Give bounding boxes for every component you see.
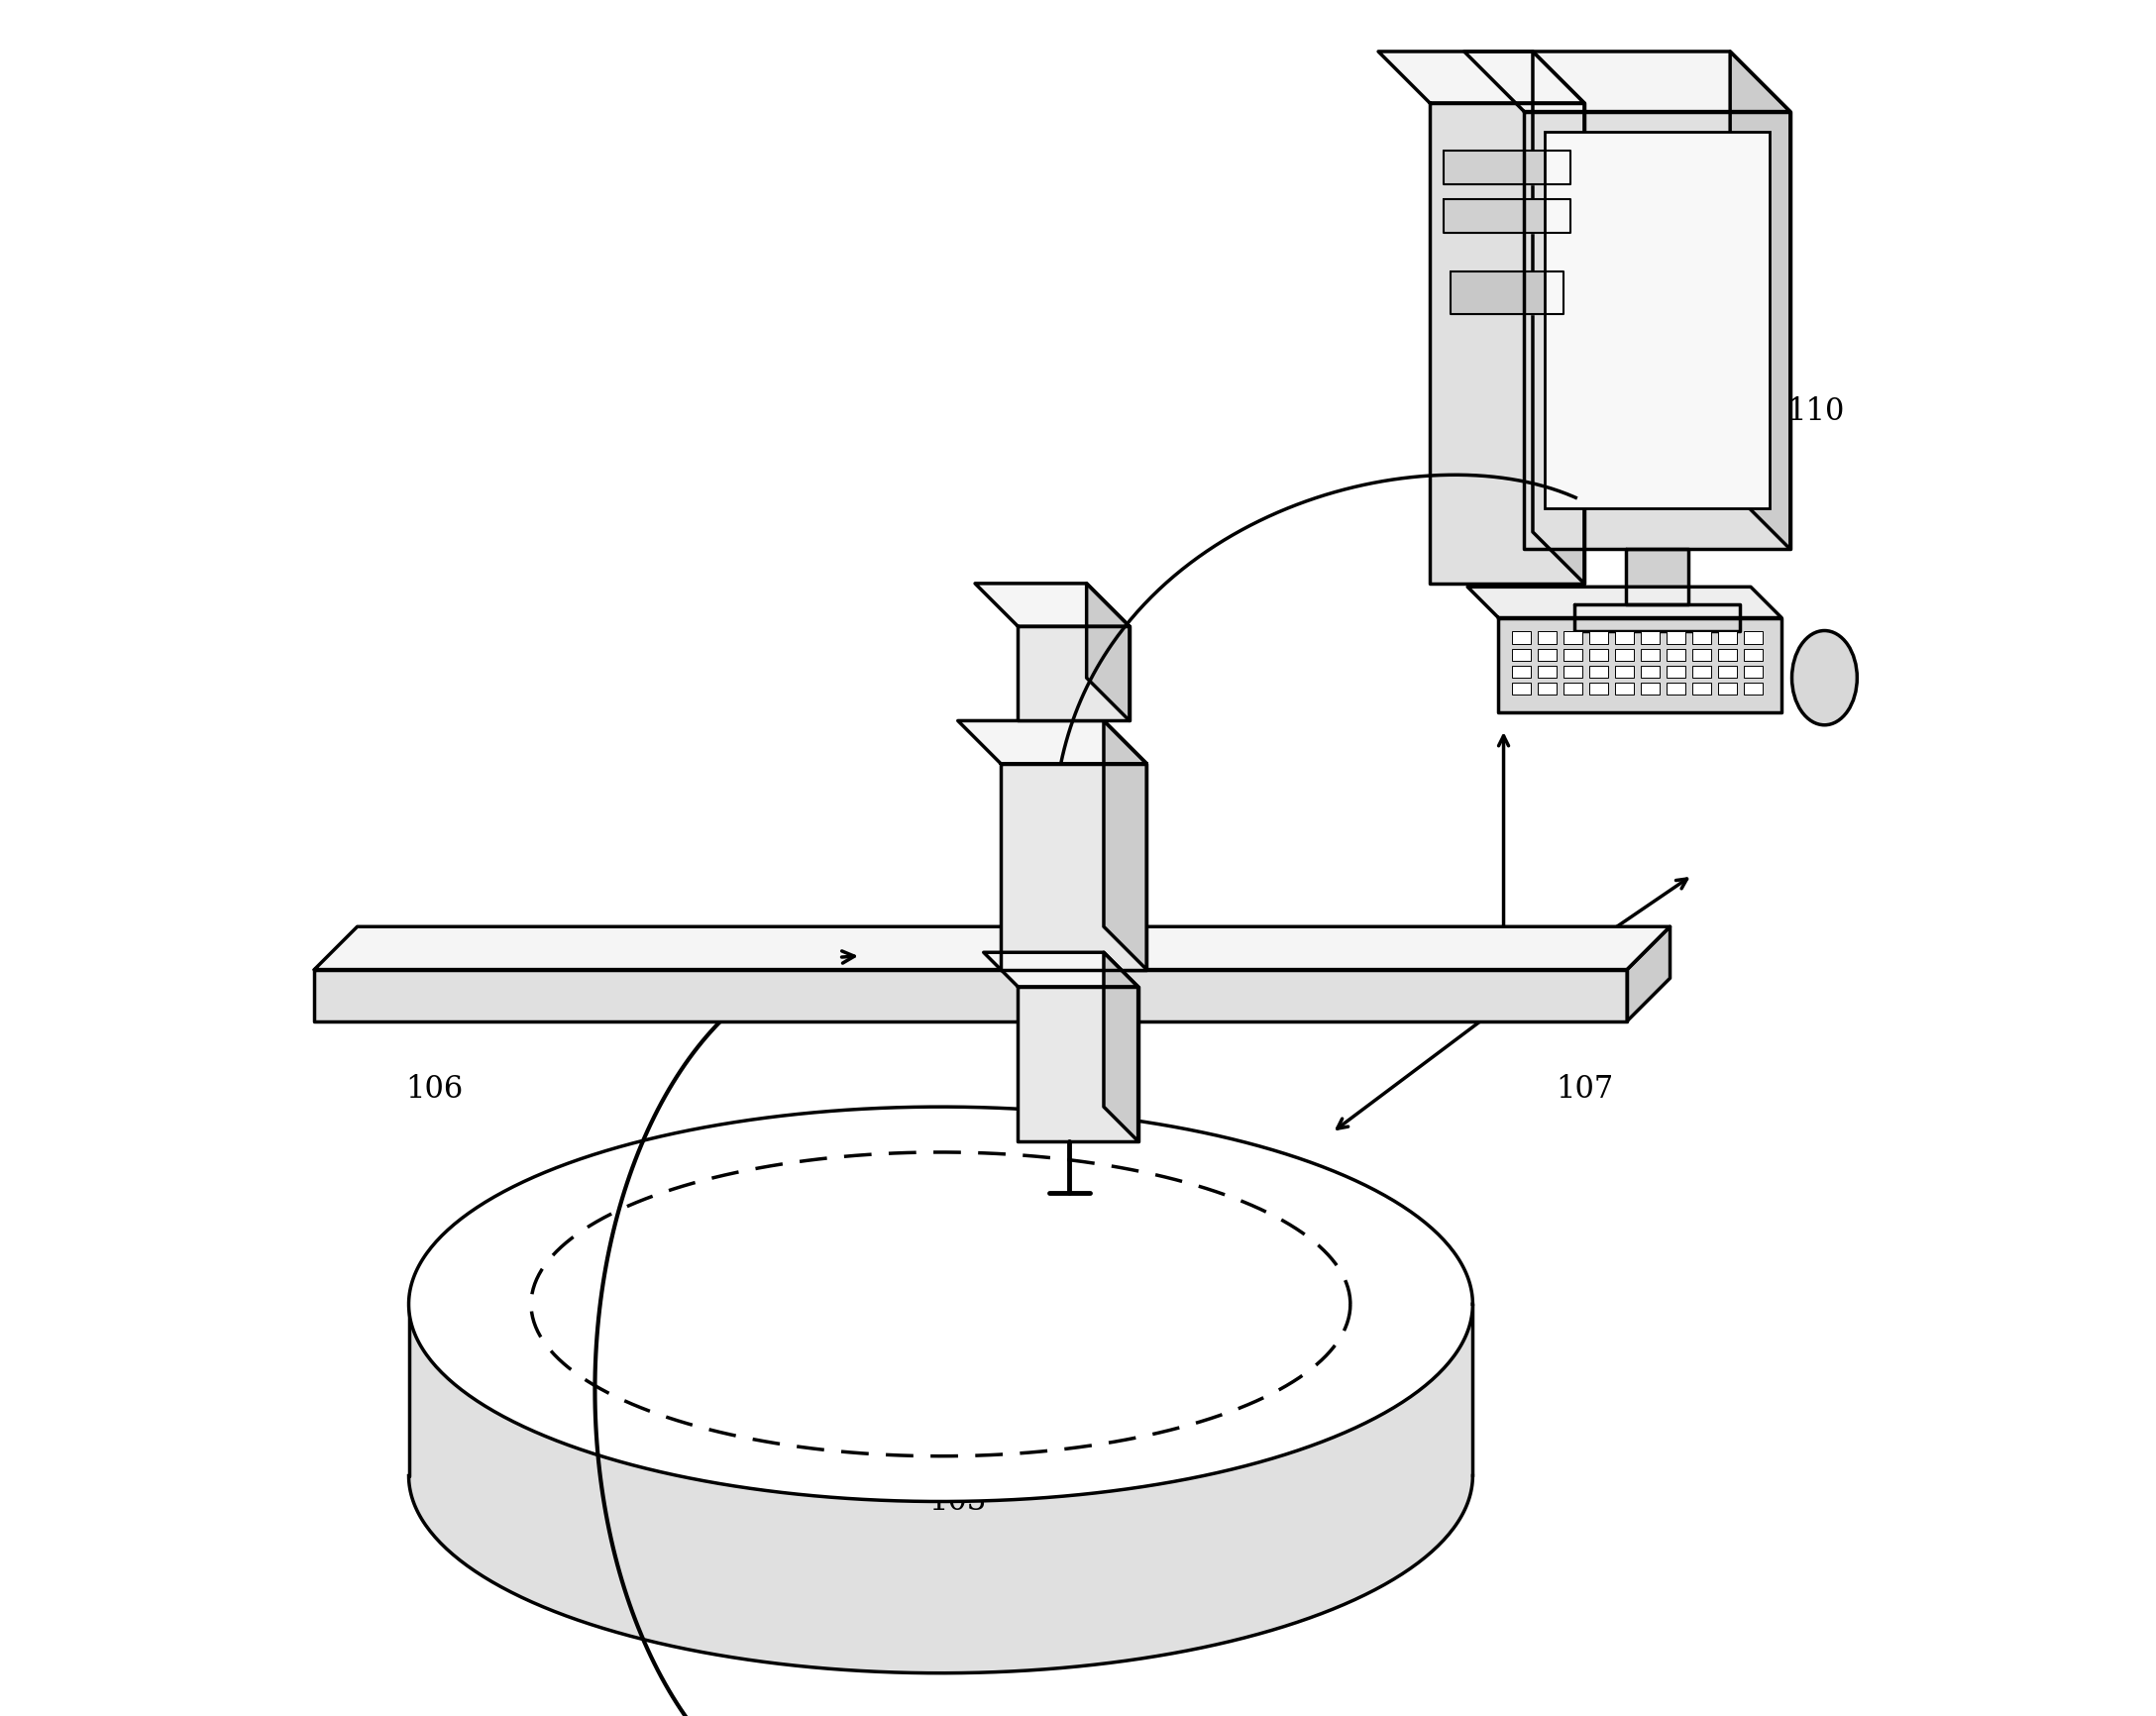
Bar [1718,666,1738,678]
Polygon shape [957,721,1147,764]
Bar [1667,631,1686,644]
Polygon shape [315,927,1671,970]
Text: 106: 106 [405,1074,464,1105]
Bar [1615,631,1634,644]
Text: 101: 101 [679,937,737,968]
Bar [1692,683,1712,695]
Bar [1563,631,1583,644]
Bar [1615,683,1634,695]
Bar [1744,683,1764,695]
Bar [1589,631,1608,644]
Polygon shape [1445,151,1570,185]
Polygon shape [1626,549,1688,604]
Bar [1537,666,1557,678]
Bar [1589,666,1608,678]
Bar [1511,649,1531,661]
Bar [1511,666,1531,678]
Bar [1692,649,1712,661]
Bar [1563,666,1583,678]
Bar [1667,666,1686,678]
Bar [1692,631,1712,644]
Bar [1718,649,1738,661]
Polygon shape [1628,927,1671,1021]
Polygon shape [315,970,1628,1021]
Bar [1615,649,1634,661]
Text: 107: 107 [1554,1074,1613,1105]
Bar [1641,666,1660,678]
Text: 110: 110 [1787,396,1846,427]
Bar [1744,666,1764,678]
Polygon shape [1468,587,1781,618]
Bar [1511,683,1531,695]
Polygon shape [1429,103,1585,583]
Polygon shape [1104,952,1138,1141]
Text: 105: 105 [1091,1357,1149,1388]
Bar [1692,666,1712,678]
Bar [1589,683,1608,695]
Bar [1718,683,1738,695]
Text: 104: 104 [1084,1074,1141,1105]
Bar [1744,649,1764,661]
Polygon shape [410,1304,1473,1673]
Polygon shape [1464,51,1789,112]
Text: 109: 109 [1084,765,1141,796]
Polygon shape [1524,112,1789,549]
Polygon shape [1000,764,1147,970]
Polygon shape [1018,987,1138,1141]
Bar [1667,683,1686,695]
Bar [1537,631,1557,644]
Bar [1563,649,1583,661]
Polygon shape [1087,583,1130,721]
Polygon shape [1533,51,1585,583]
Polygon shape [1445,199,1570,233]
Bar [1511,631,1531,644]
Polygon shape [983,952,1138,987]
Polygon shape [1729,51,1789,549]
Bar [1537,649,1557,661]
Bar [1537,683,1557,695]
Polygon shape [410,1107,1473,1502]
Polygon shape [975,583,1130,626]
Bar [1544,132,1770,508]
Polygon shape [1018,626,1130,721]
Bar [1641,631,1660,644]
Bar [1667,649,1686,661]
Polygon shape [1574,604,1740,631]
Polygon shape [1378,51,1585,103]
Bar [1589,649,1608,661]
Polygon shape [1104,721,1147,970]
Bar [1718,631,1738,644]
Bar [1744,631,1764,644]
Bar [1615,666,1634,678]
Polygon shape [1451,271,1563,314]
Text: 102: 102 [843,1220,901,1251]
Bar [1563,683,1583,695]
Bar [1641,649,1660,661]
Polygon shape [1498,618,1781,712]
Ellipse shape [1792,630,1856,724]
Text: 103: 103 [929,1486,987,1517]
Bar [1641,683,1660,695]
